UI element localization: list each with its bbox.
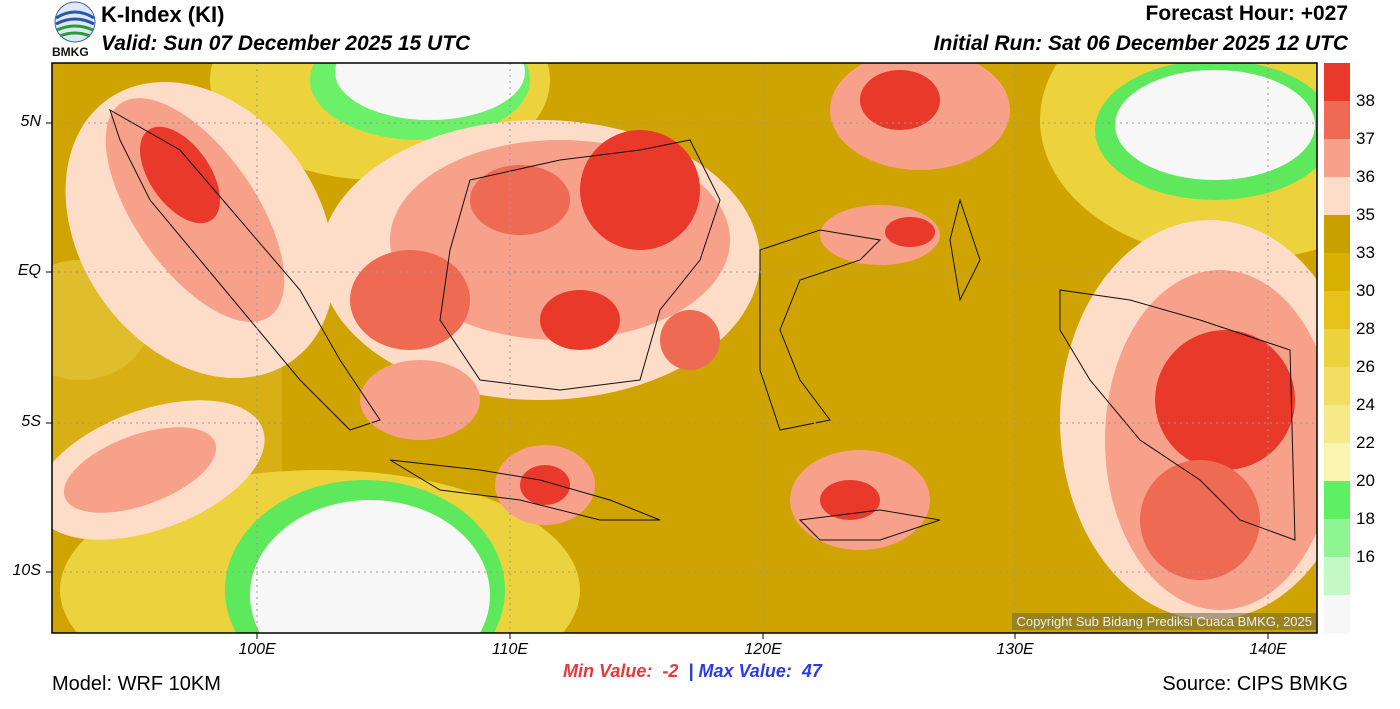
max-value: 47 [801, 661, 822, 681]
colorbar-label: 37 [1356, 129, 1375, 148]
pale-area-australia [250, 500, 490, 633]
bmkg-logo [54, 1, 96, 43]
ytick-eq: EQ [17, 262, 41, 279]
colorbar-segment [1324, 291, 1350, 330]
copyright-notice: Copyright Sub Bidang Prediksi Cuaca BMKG… [1012, 613, 1316, 630]
colorbar-label: 38 [1356, 91, 1375, 110]
xtick-120e: 120E [744, 641, 782, 658]
colorbar-label: 18 [1356, 509, 1375, 528]
colorbar-label: 22 [1356, 433, 1375, 452]
colorbar-label: 30 [1356, 281, 1375, 300]
min-value: -2 [662, 661, 679, 681]
colorbar-label: 33 [1356, 243, 1375, 262]
colorbar-segment [1324, 139, 1350, 178]
colorbar-segment [1324, 329, 1350, 368]
colorbar-segment [1324, 405, 1350, 444]
colorbar-segment [1324, 595, 1350, 634]
colorbar-segment [1324, 253, 1350, 292]
min-max-values: Min Value: -2 | Max Value: 47 [563, 661, 822, 682]
high-ki-java [495, 310, 720, 525]
min-label: Min Value: -2 [563, 661, 679, 681]
colorbar-label: 16 [1356, 547, 1375, 566]
logo-text: BMKG [52, 45, 89, 59]
colorbar-segment [1324, 101, 1350, 140]
high-ki-north [820, 63, 1010, 265]
colorbar-label: 26 [1356, 357, 1375, 376]
source-label: Source: CIPS BMKG [1162, 673, 1348, 695]
colorbar-label: 36 [1356, 167, 1375, 186]
colorbar-segment [1324, 519, 1350, 558]
forecast-hour: Forecast Hour: +027 [1145, 2, 1349, 25]
colorbar-segment [1324, 367, 1350, 406]
max-label: Max Value: 47 [698, 661, 822, 681]
colorbar-segment [1324, 557, 1350, 596]
map-title: K-Index (KI) [101, 2, 225, 27]
high-ki-timor [790, 450, 930, 550]
coastlines [109, 108, 1296, 541]
xtick-110e: 110E [491, 641, 529, 658]
colorbar-segment [1324, 443, 1350, 482]
initial-run: Initial Run: Sat 06 December 2025 12 UTC [933, 32, 1348, 55]
map-frame [51, 62, 1318, 634]
colorbar-label: 35 [1356, 205, 1375, 224]
graticule [52, 63, 1317, 633]
colorbar-segment [1324, 481, 1350, 520]
ytick-5n: 5N [20, 113, 41, 130]
ytick-10s: 10S [12, 562, 41, 579]
ytick-5s: 5S [21, 413, 41, 430]
xtick-140e: 140E [1249, 641, 1287, 658]
colorbar-segment [1324, 177, 1350, 216]
axis-ticks [46, 122, 1269, 639]
colorbar-label: 24 [1356, 395, 1375, 414]
separator: | [688, 661, 694, 681]
high-ki-sumatra [52, 81, 335, 540]
xtick-100e: 100E [238, 641, 276, 658]
model-label: Model: WRF 10KM [52, 673, 221, 695]
valid-time: Valid: Sun 07 December 2025 15 UTC [101, 32, 471, 55]
high-ki-borneo [320, 120, 760, 440]
high-ki-papua [1060, 220, 1317, 620]
pale-area-northeast [1115, 70, 1315, 180]
colorbar-label: 28 [1356, 319, 1375, 338]
xtick-130e: 130E [996, 641, 1034, 658]
colorbar-label: 20 [1356, 471, 1375, 490]
colorbar-segment [1324, 63, 1350, 102]
map-field [52, 63, 1317, 633]
colorbar [1324, 63, 1350, 634]
colorbar-segment [1324, 215, 1350, 254]
